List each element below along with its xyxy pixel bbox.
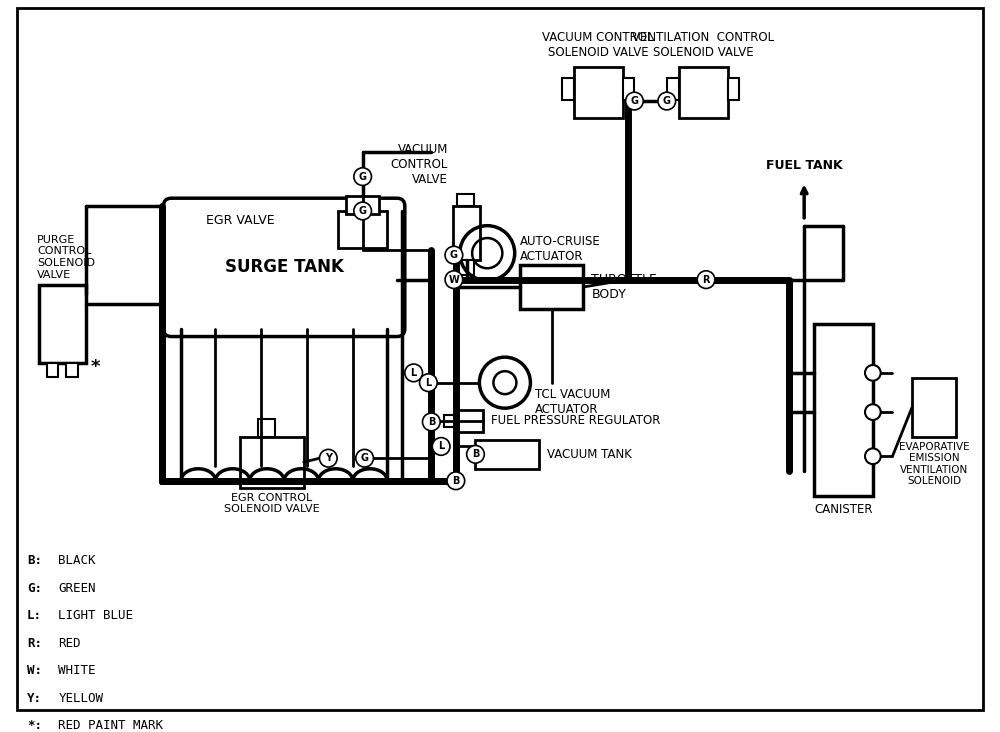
Bar — [679, 67, 728, 118]
Text: CANISTER: CANISTER — [814, 504, 873, 516]
Text: W:: W: — [27, 664, 42, 677]
Circle shape — [432, 438, 450, 455]
Bar — [258, 419, 275, 436]
Circle shape — [447, 472, 465, 490]
Circle shape — [467, 446, 484, 463]
Bar — [562, 78, 574, 100]
Text: VACUUM TANK: VACUUM TANK — [547, 448, 632, 460]
Bar — [623, 78, 634, 100]
Text: PURGE
CONTROL
SOLENOID
VALVE: PURGE CONTROL SOLENOID VALVE — [37, 235, 95, 280]
Circle shape — [865, 365, 881, 381]
Circle shape — [422, 413, 440, 430]
Text: R:: R: — [27, 637, 42, 650]
Text: EGR VALVE: EGR VALVE — [206, 214, 274, 227]
Text: BLACK: BLACK — [58, 554, 96, 567]
Text: G: G — [359, 206, 367, 216]
Text: Y: Y — [325, 453, 332, 463]
Bar — [453, 206, 480, 260]
Circle shape — [354, 168, 371, 185]
Bar — [338, 211, 387, 248]
Text: L: L — [438, 441, 444, 452]
Text: G: G — [450, 250, 458, 260]
Text: FUEL PRESSURE REGULATOR: FUEL PRESSURE REGULATOR — [491, 414, 661, 427]
Text: YELLOW: YELLOW — [58, 692, 103, 705]
Text: L: L — [411, 368, 417, 378]
Text: W: W — [449, 274, 459, 285]
Text: THROTTLE
BODY: THROTTLE BODY — [591, 273, 657, 301]
Text: L: L — [425, 378, 431, 388]
Text: R: R — [702, 274, 710, 285]
Text: VENTILATION  CONTROL
SOLENOID VALVE: VENTILATION CONTROL SOLENOID VALVE — [632, 31, 774, 59]
Bar — [574, 67, 623, 118]
Text: G: G — [630, 96, 638, 106]
Text: GREEN: GREEN — [58, 582, 96, 595]
Text: SURGE TANK: SURGE TANK — [225, 258, 344, 277]
Circle shape — [356, 449, 373, 467]
Circle shape — [405, 364, 422, 381]
Bar — [475, 440, 539, 469]
Text: TCL VACUUM
ACTUATOR: TCL VACUUM ACTUATOR — [535, 387, 611, 416]
Bar — [667, 78, 679, 100]
Text: B: B — [452, 476, 460, 486]
Circle shape — [626, 92, 643, 110]
Circle shape — [445, 271, 463, 288]
Circle shape — [865, 404, 881, 420]
Text: WHITE: WHITE — [58, 664, 96, 677]
Text: AUTO-CRUISE
ACTUATOR: AUTO-CRUISE ACTUATOR — [520, 236, 600, 264]
Bar — [346, 196, 379, 214]
Text: EVAPORATIVE
EMISSION
VENTILATION
SOLENOID: EVAPORATIVE EMISSION VENTILATION SOLENOI… — [899, 441, 969, 486]
Bar — [814, 324, 873, 496]
Text: B:: B: — [27, 554, 42, 567]
Bar — [457, 260, 474, 274]
Bar — [457, 194, 474, 206]
Bar — [456, 410, 483, 432]
Circle shape — [697, 271, 715, 288]
Text: B: B — [472, 449, 479, 459]
Bar — [520, 265, 583, 309]
Text: Y:: Y: — [27, 692, 42, 705]
Text: EGR CONTROL
SOLENOID VALVE: EGR CONTROL SOLENOID VALVE — [224, 493, 320, 514]
Bar — [444, 415, 456, 427]
Text: G: G — [361, 453, 369, 463]
Bar — [39, 285, 86, 363]
Circle shape — [420, 374, 437, 392]
Text: VACUUM CONTROL
SOLENOID VALVE: VACUUM CONTROL SOLENOID VALVE — [542, 31, 654, 59]
Bar — [47, 363, 58, 377]
Text: RED PAINT MARK: RED PAINT MARK — [58, 720, 163, 732]
Text: VACUUM
CONTROL
VALVE: VACUUM CONTROL VALVE — [391, 143, 448, 187]
Text: B: B — [428, 417, 435, 427]
FancyBboxPatch shape — [163, 198, 405, 337]
Text: RED: RED — [58, 637, 81, 650]
Circle shape — [658, 92, 676, 110]
Circle shape — [445, 246, 463, 264]
Text: FUEL TANK: FUEL TANK — [766, 159, 842, 172]
Bar — [240, 436, 304, 488]
Text: *:: *: — [27, 720, 42, 732]
Text: G: G — [663, 96, 671, 106]
Text: LIGHT BLUE: LIGHT BLUE — [58, 609, 133, 622]
Text: G:: G: — [27, 582, 42, 595]
Circle shape — [865, 449, 881, 464]
Bar — [912, 378, 956, 436]
Bar — [728, 78, 739, 100]
Text: *: * — [91, 358, 100, 376]
Text: G: G — [359, 171, 367, 182]
Circle shape — [319, 449, 337, 467]
Bar — [66, 363, 78, 377]
Circle shape — [354, 202, 371, 220]
Text: L:: L: — [27, 609, 42, 622]
